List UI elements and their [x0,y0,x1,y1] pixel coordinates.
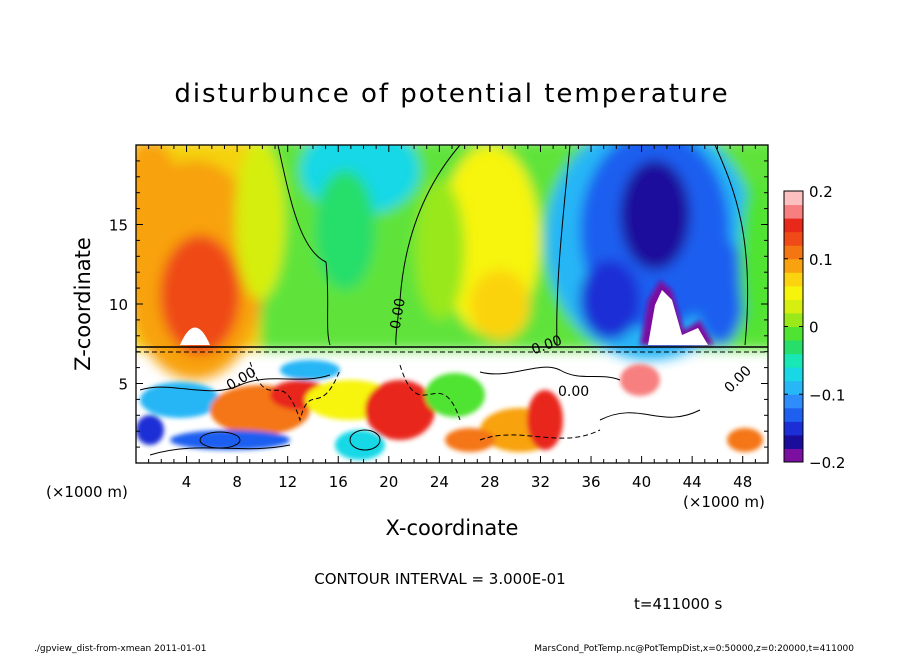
colorbar-swatch [784,394,803,409]
x-tick-label: 40 [632,473,651,491]
colorbar-swatch [784,231,803,246]
x-tick-label: 20 [379,473,398,491]
y-tick-label: 5 [118,376,128,394]
x-axis-label: X-coordinate [386,516,519,540]
colorbar [784,191,803,463]
colorbar-swatch [784,448,803,463]
footer-right: MarsCond_PotTemp.nc@PotTempDist,x=0:5000… [534,644,854,654]
colorbar-swatch [784,245,803,260]
colorbar-swatch [784,421,803,436]
y-tick-label: 15 [109,217,128,235]
contour-interval-text: CONTOUR INTERVAL = 3.000E-01 [314,570,565,588]
colorbar-swatch [784,434,803,449]
chart-title: disturbunce of potential temperature [174,79,729,109]
colorbar-swatch [784,340,803,355]
time-label: t=411000 s [634,595,722,613]
colorbar-swatch [784,312,803,327]
contour-label: 0.00 [558,384,589,400]
y-tick-label: 10 [109,296,128,314]
colorbar-swatch [784,191,803,206]
x-tick-label: 48 [733,473,752,491]
colorbar-swatch [784,272,803,287]
colorbar-tick-label: 0 [809,319,819,337]
colorbar-ticks: 0.2 0.1 0 −0.1 −0.2 [784,183,845,472]
x-tick-label: 44 [683,473,702,491]
x-axis: 4 8 12 16 20 24 28 32 36 40 44 48 [148,145,756,491]
x-tick-label: 36 [581,473,600,491]
y-axis: 5 10 15 [109,160,768,448]
x-tick-label: 24 [430,473,449,491]
heatmap-field [136,145,768,463]
x-tick-label: 16 [329,473,348,491]
y-axis-label: Z-coordinate [71,237,95,371]
colorbar-swatch [784,380,803,395]
x-tick-label: 32 [531,473,550,491]
x-tick-label: 12 [278,473,297,491]
colorbar-swatch [784,367,803,382]
x-unit-left: (×1000 m) [46,483,128,501]
colorbar-tick-label: −0.1 [809,386,845,404]
x-tick-label: 8 [232,473,242,491]
contour-label: 0.00 [388,297,409,330]
colorbar-swatch [784,407,803,422]
colorbar-swatch [784,299,803,314]
colorbar-swatch [784,258,803,273]
footer-left: ./gpview_dist-from-xmean 2011-01-01 [34,644,206,654]
colorbar-swatch [784,218,803,233]
x-unit-right: (×1000 m) [683,493,765,511]
colorbar-swatch [784,353,803,368]
colorbar-swatch [784,285,803,300]
x-tick-label: 4 [182,473,192,491]
colorbar-tick-label: 0.2 [809,183,833,201]
colorbar-tick-label: −0.2 [809,454,845,472]
x-tick-label: 28 [480,473,499,491]
colorbar-swatch [784,204,803,219]
colorbar-swatch [784,326,803,341]
colorbar-tick-label: 0.1 [809,251,833,269]
